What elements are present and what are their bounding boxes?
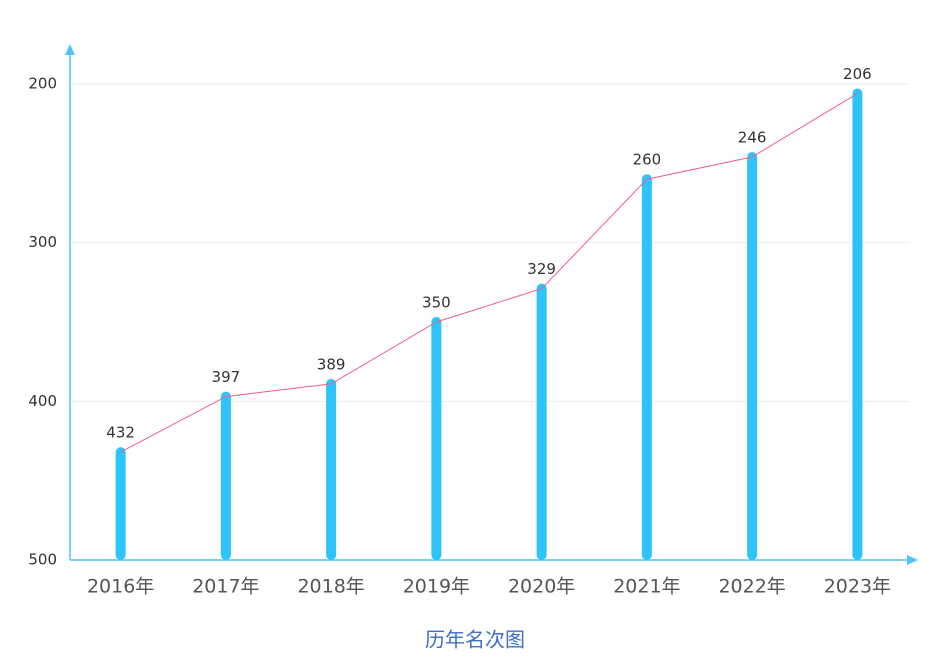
chart-title: 历年名次图	[425, 628, 525, 652]
y-tick-label: 300	[28, 233, 57, 251]
y-tick-label: 500	[28, 551, 57, 569]
x-tick-label: 2019年	[403, 576, 470, 598]
value-label: 329	[527, 260, 556, 278]
x-axis-arrow	[907, 555, 918, 565]
y-tick-label: 200	[28, 75, 57, 93]
bar	[220, 391, 231, 560]
x-tick-label: 2022年	[718, 576, 785, 598]
value-label: 389	[317, 355, 346, 373]
trend-line	[120, 93, 858, 453]
x-tick-label: 2021年	[613, 576, 680, 598]
y-axis-arrow	[65, 44, 75, 55]
bar	[747, 151, 758, 560]
value-label: 260	[633, 151, 662, 169]
bar	[115, 447, 126, 560]
x-tick-label: 2020年	[508, 576, 575, 598]
x-tick-label: 2023年	[824, 576, 891, 598]
x-tick-label: 2018年	[297, 576, 364, 598]
bar	[536, 283, 547, 560]
value-label: 350	[422, 294, 451, 312]
bar	[641, 174, 652, 560]
bar	[326, 378, 337, 560]
x-tick-label: 2017年	[192, 576, 259, 598]
y-tick-label: 400	[28, 392, 57, 410]
value-label: 397	[212, 368, 241, 386]
x-tick-label: 2016年	[87, 576, 154, 598]
value-label: 432	[106, 424, 135, 442]
value-label: 246	[738, 128, 767, 146]
bar	[431, 317, 442, 560]
bar	[852, 88, 863, 561]
value-label: 206	[843, 65, 872, 83]
